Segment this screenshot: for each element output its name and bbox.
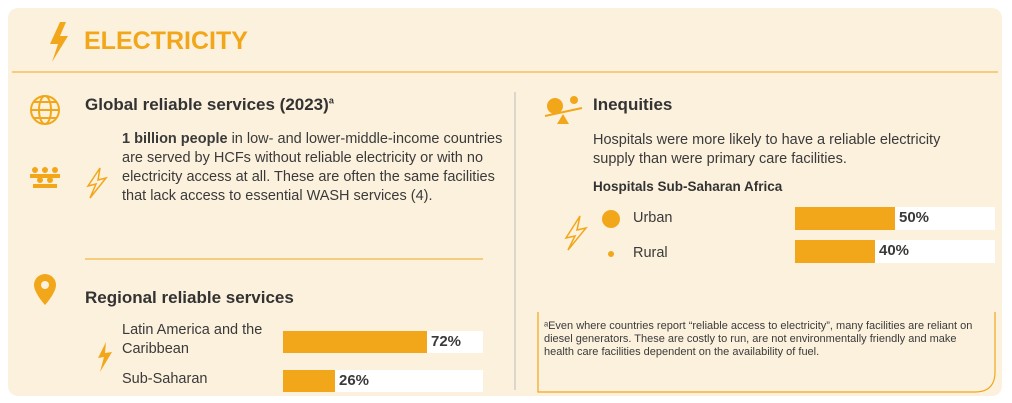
- people-icon: [30, 167, 60, 188]
- title: ELECTRICITY: [84, 27, 248, 55]
- text: in low- and lower-middle-income countrie…: [122, 131, 503, 204]
- inequity-icon: [544, 96, 583, 124]
- urban-dot: [602, 210, 620, 228]
- subheading: Hospitals Sub-Saharan Africa: [593, 179, 783, 194]
- bar-label: Latin America and the Caribbean: [122, 322, 263, 357]
- bolt-icon: [564, 215, 588, 251]
- footnote-frame: [537, 312, 996, 393]
- bar-label: Sub-Saharan: [122, 371, 208, 387]
- globe-icon: [30, 95, 60, 125]
- heading: Inequities: [593, 95, 673, 114]
- bolt-icon: [86, 167, 108, 199]
- bar-track: 72%: [283, 331, 483, 353]
- pin-icon: [34, 274, 56, 305]
- bar: [795, 240, 875, 263]
- panel: [8, 8, 1002, 396]
- footnote: ᵃEven where countries report “reliable a…: [544, 320, 973, 358]
- bar-label: Urban: [633, 210, 673, 226]
- bar-label: Rural: [633, 245, 668, 261]
- value-label: 26%: [339, 372, 370, 389]
- heading-text: Global reliable services (2023): [85, 95, 329, 114]
- bold-text: 1 billion people: [122, 131, 228, 147]
- value-label: 50%: [899, 209, 930, 226]
- heading: Global reliable services (2023)a: [85, 95, 334, 115]
- bar: [795, 207, 895, 230]
- value-label: 40%: [879, 242, 910, 259]
- bolt-icon: [98, 342, 112, 372]
- rural-dot: [608, 251, 614, 257]
- bar-track: 26%: [283, 370, 483, 392]
- heading: Regional reliable services: [85, 288, 294, 307]
- bar: [283, 370, 335, 392]
- value-label: 72%: [431, 333, 462, 350]
- heading-note: a: [328, 95, 334, 106]
- bar-track: 50%: [795, 207, 995, 230]
- paragraph: Hospitals were more likely to have a rel…: [593, 132, 941, 167]
- bar: [283, 331, 427, 353]
- bar-track: 40%: [795, 240, 995, 263]
- paragraph: 1 billion people in low- and lower-middl…: [122, 130, 514, 206]
- bolt-icon: [50, 22, 68, 62]
